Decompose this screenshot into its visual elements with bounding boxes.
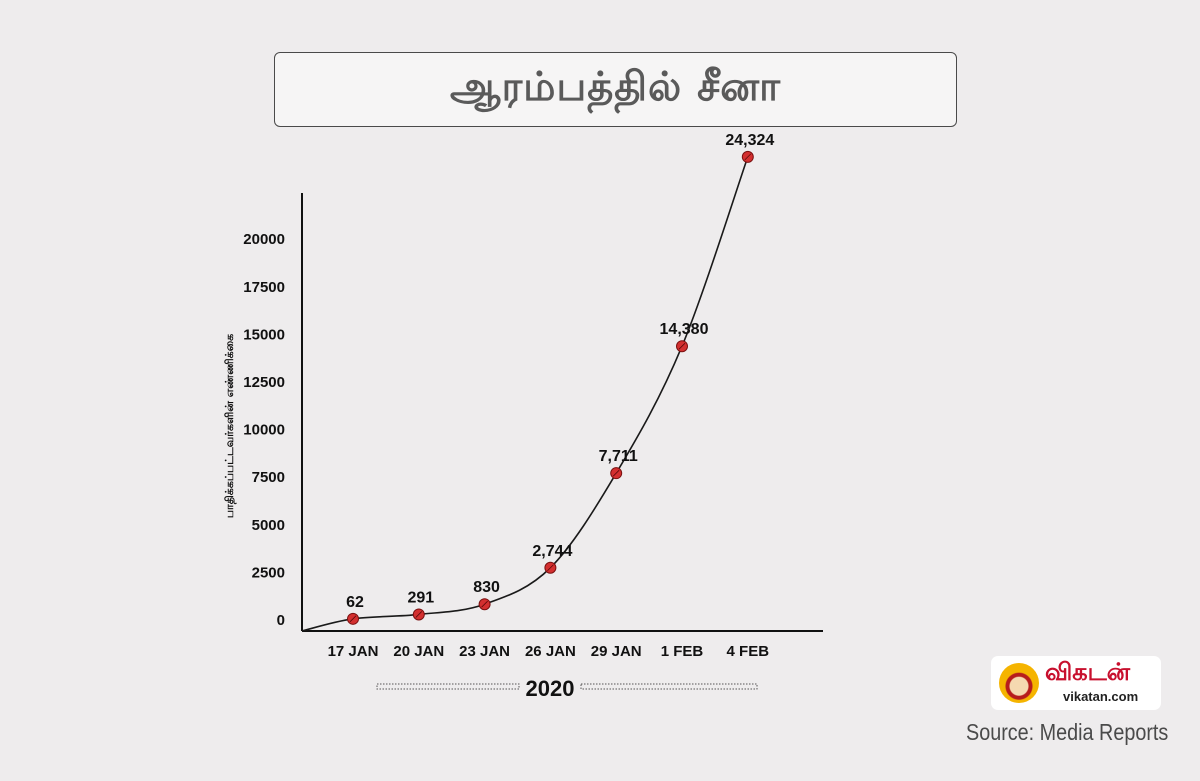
data-label: 2,744 xyxy=(532,543,572,560)
x-tick-label: 26 JAN xyxy=(525,643,576,660)
data-label: 291 xyxy=(407,589,434,606)
data-label: 14,380 xyxy=(660,321,709,338)
data-point-mark xyxy=(612,469,620,477)
data-point-mark xyxy=(415,611,423,618)
vikatan-logo: விகடன் vikatan.com xyxy=(991,656,1161,710)
dotted-rule-right xyxy=(580,683,758,690)
data-label: 62 xyxy=(346,594,364,611)
x-tick-label: 23 JAN xyxy=(459,643,510,660)
x-tick-label: 4 FEB xyxy=(727,643,770,660)
logo-brand: விகடன் xyxy=(1045,658,1131,686)
y-tick-label: 15000 xyxy=(243,326,285,343)
x-tick-label: 29 JAN xyxy=(591,643,642,660)
y-tick-label: 2500 xyxy=(252,564,285,581)
x-tick-label: 20 JAN xyxy=(393,643,444,660)
y-tick-label: 5000 xyxy=(252,517,285,534)
dotted-rule-left xyxy=(376,683,520,690)
data-point-mark xyxy=(547,564,554,572)
series-line xyxy=(301,156,749,632)
y-tick-label: 10000 xyxy=(243,422,285,439)
data-label: 830 xyxy=(473,579,500,596)
x-axis-label: 2020 xyxy=(526,676,575,701)
x-tick-label: 1 FEB xyxy=(661,643,704,660)
y-tick-label: 20000 xyxy=(243,231,285,248)
y-axis-label: பாதிக்கப்பட்டவர்களின் எண்ணிக்கை xyxy=(223,334,237,518)
data-point-mark xyxy=(744,153,752,161)
y-tick-label: 12500 xyxy=(243,374,285,391)
y-tick-label: 7500 xyxy=(252,469,285,486)
source-note: Source: Media Reports xyxy=(966,719,1169,745)
data-point-mark xyxy=(349,615,357,623)
x-tick-label: 17 JAN xyxy=(328,643,379,660)
logo-url: vikatan.com xyxy=(1063,689,1139,704)
y-tick-label: 0 xyxy=(277,612,285,629)
data-label: 7,711 xyxy=(599,448,638,465)
mascot-icon xyxy=(999,663,1039,703)
data-point-mark xyxy=(678,342,686,350)
title-box: ஆரம்பத்தில் சீனா xyxy=(274,52,957,127)
data-point-mark xyxy=(481,600,488,608)
chart-title: ஆரம்பத்தில் சீனா xyxy=(450,64,781,110)
y-tick-label: 17500 xyxy=(243,279,285,296)
data-label: 24,324 xyxy=(725,132,774,149)
